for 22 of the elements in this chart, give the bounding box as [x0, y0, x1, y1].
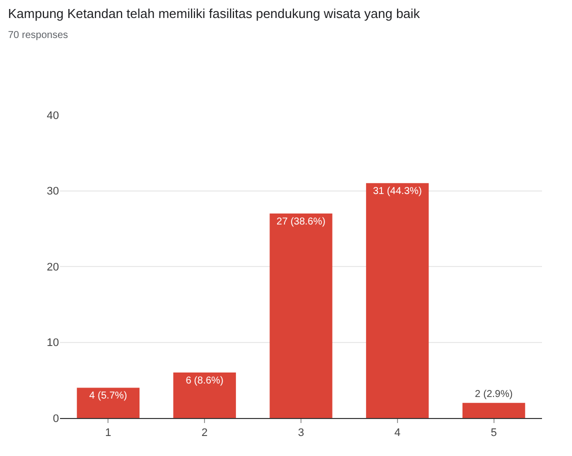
x-tick-label: 3	[298, 427, 304, 440]
y-tick-label: 0	[52, 412, 59, 425]
y-tick-label: 10	[46, 337, 59, 350]
data-label: 4 (5.7%)	[89, 390, 128, 402]
data-label: 31 (44.3%)	[372, 186, 422, 198]
chart-subtitle: 70 responses	[8, 30, 68, 41]
y-tick-label: 40	[46, 110, 59, 122]
bar	[173, 372, 236, 418]
data-label: 2 (2.9%)	[474, 388, 513, 400]
bar	[366, 183, 429, 418]
y-tick-label: 20	[46, 261, 59, 274]
y-tick-label: 30	[46, 186, 59, 198]
x-tick-label: 1	[105, 427, 112, 440]
x-tick-label: 4	[394, 427, 400, 440]
bar	[76, 388, 140, 418]
bar	[270, 213, 332, 418]
bar	[462, 402, 526, 418]
data-label: 6 (8.6%)	[186, 376, 224, 387]
data-label: 27 (38.6%)	[276, 216, 326, 228]
x-tick-label: 2	[202, 427, 208, 440]
x-tick-label: 5	[490, 427, 497, 440]
chart-title: Kampung Ketandan telah memiliki fasilitas pendukung wisata yang baik	[8, 6, 420, 21]
